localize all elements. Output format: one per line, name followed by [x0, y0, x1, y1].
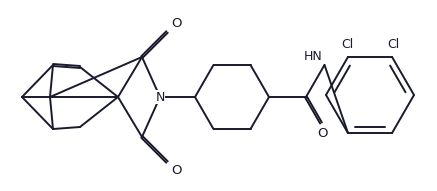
Text: N: N — [155, 91, 165, 104]
Text: O: O — [171, 17, 181, 30]
Text: O: O — [171, 164, 181, 177]
Text: Cl: Cl — [387, 38, 399, 51]
Text: Cl: Cl — [341, 38, 353, 51]
Text: HN: HN — [304, 50, 323, 63]
Text: O: O — [318, 127, 328, 140]
